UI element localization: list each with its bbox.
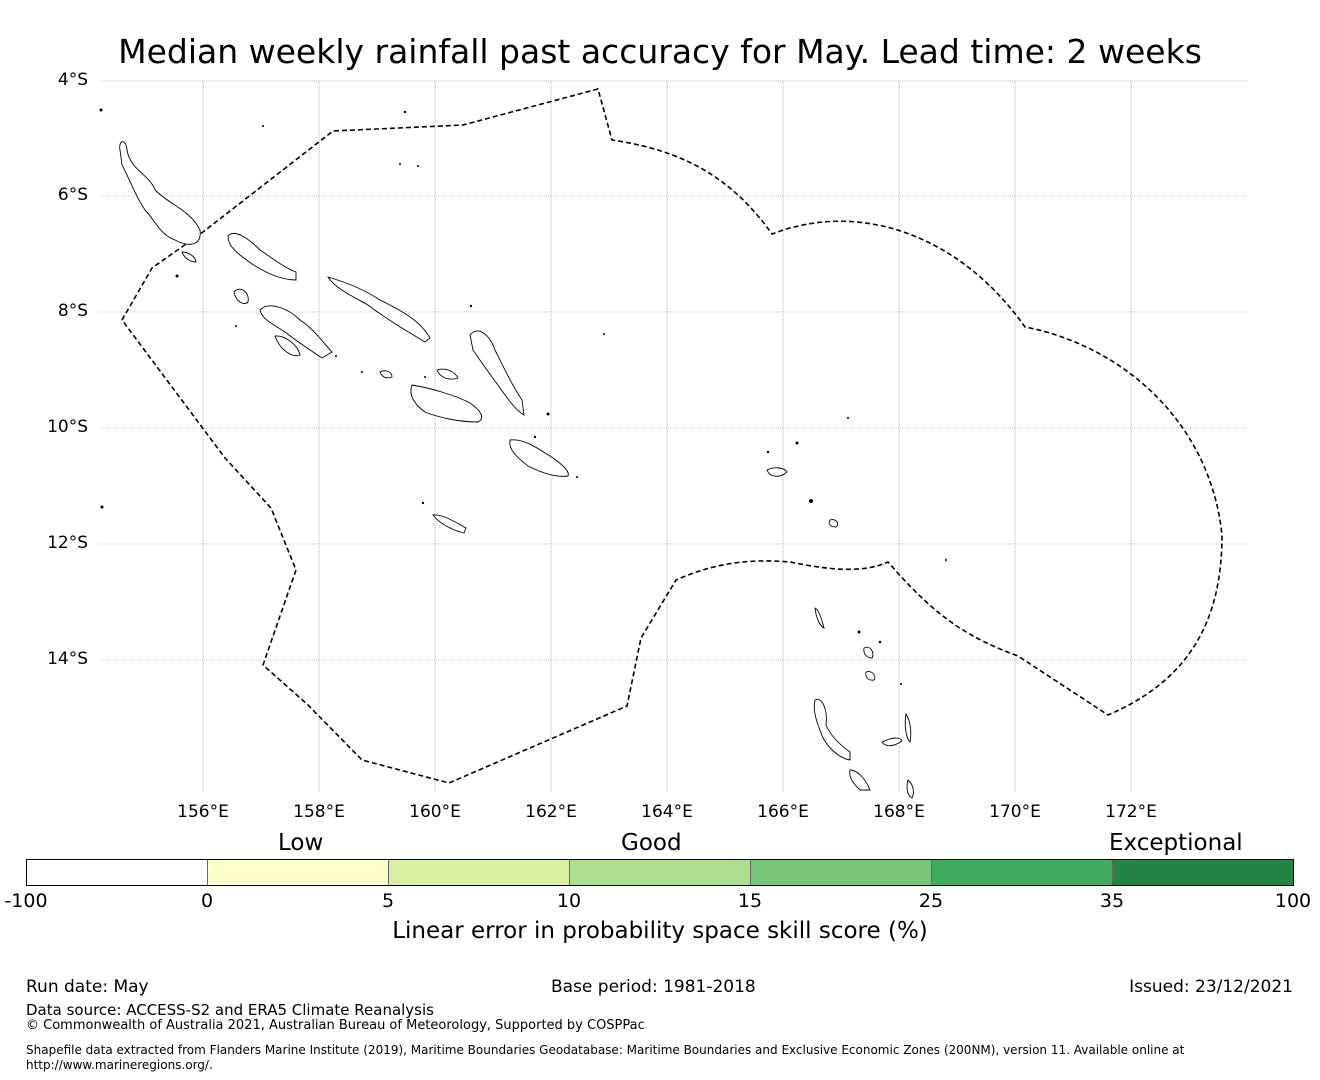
category-low: Low <box>278 830 324 856</box>
run-date: Run date: May <box>26 977 149 997</box>
map-frame <box>99 80 1247 799</box>
lat-label-8s: 8°S <box>57 301 88 321</box>
colorbar-segment <box>932 860 1113 885</box>
island-maewo <box>904 712 912 743</box>
lon-label-168e: 168°E <box>873 802 925 822</box>
island-vanua-lava <box>863 646 874 659</box>
island-choiseul <box>227 232 297 281</box>
island-rendova <box>274 335 301 357</box>
island-malekula <box>849 769 871 791</box>
lon-label-172e: 172°E <box>1105 802 1157 822</box>
category-good: Good <box>621 830 682 856</box>
lat-label-4s: 4°S <box>57 70 88 90</box>
lon-label-164e: 164°E <box>641 802 693 822</box>
eez-boundary <box>121 88 1223 784</box>
shapefile-url: http://www.marineregions.org/. <box>26 1058 213 1072</box>
colorbar-segment <box>570 860 751 885</box>
island-pentecost <box>906 779 914 799</box>
island-santa-isabel <box>326 276 431 343</box>
island-malaita <box>469 330 525 416</box>
colorbar-segment <box>208 860 389 885</box>
base-period: Base period: 1981-2018 <box>551 977 756 997</box>
island-new-georgia <box>259 305 333 359</box>
island-torres <box>814 607 825 629</box>
map-title: Median weekly rainfall past accuracy for… <box>118 32 1202 71</box>
island-buka <box>181 251 197 263</box>
colorbar-tick: 25 <box>918 890 944 912</box>
shapefile-credit: Shapefile data extracted from Flanders M… <box>26 1043 1185 1057</box>
island-russell <box>379 370 393 379</box>
colorbar-tick: 15 <box>737 890 763 912</box>
lon-label-158e: 158°E <box>293 802 345 822</box>
colorbar-segment <box>1113 860 1293 885</box>
lon-label-162e: 162°E <box>525 802 577 822</box>
lat-label-6s: 6°S <box>57 185 88 205</box>
lat-label-12s: 12°S <box>47 533 88 553</box>
lon-label-170e: 170°E <box>989 802 1041 822</box>
colorbar-tick: -100 <box>4 890 48 912</box>
island-espiritu-santo <box>813 698 851 761</box>
colorbar-tick: 5 <box>381 890 395 912</box>
island-ambae <box>881 737 903 747</box>
island-rennell <box>432 514 467 534</box>
colorbar <box>26 859 1294 886</box>
lat-label-14s: 14°S <box>47 649 88 669</box>
island-guadalcanal <box>410 384 483 423</box>
colorbar-tick: 100 <box>1274 890 1312 912</box>
colorbar-tick: 10 <box>556 890 582 912</box>
colorbar-tick: 0 <box>200 890 214 912</box>
island-florida <box>436 368 459 380</box>
lat-label-10s: 10°S <box>47 417 88 437</box>
copyright: © Commonwealth of Australia 2021, Austra… <box>26 1018 645 1033</box>
island-gaua <box>865 671 876 681</box>
data-source: Data source: ACCESS-S2 and ERA5 Climate … <box>26 1001 434 1019</box>
island-vella-lavella <box>233 288 249 304</box>
colorbar-tick: 35 <box>1099 890 1125 912</box>
gridlines <box>100 80 1247 792</box>
category-exceptional: Exceptional <box>1109 830 1243 856</box>
colorbar-segment <box>751 860 932 885</box>
lon-label-156e: 156°E <box>177 802 229 822</box>
issued-date: Issued: 23/12/2021 <box>1129 977 1293 997</box>
colorbar-label: Linear error in probability space skill … <box>392 918 928 944</box>
small-islets <box>99 108 947 685</box>
colorbar-segment <box>27 860 208 885</box>
island-santa-cruz <box>766 467 788 477</box>
islands <box>119 141 914 799</box>
island-makira <box>509 439 569 477</box>
island-vanikoro <box>828 519 839 528</box>
lon-label-160e: 160°E <box>409 802 461 822</box>
lon-label-166e: 166°E <box>757 802 809 822</box>
island-bougainville <box>119 141 201 245</box>
colorbar-segment <box>389 860 570 885</box>
